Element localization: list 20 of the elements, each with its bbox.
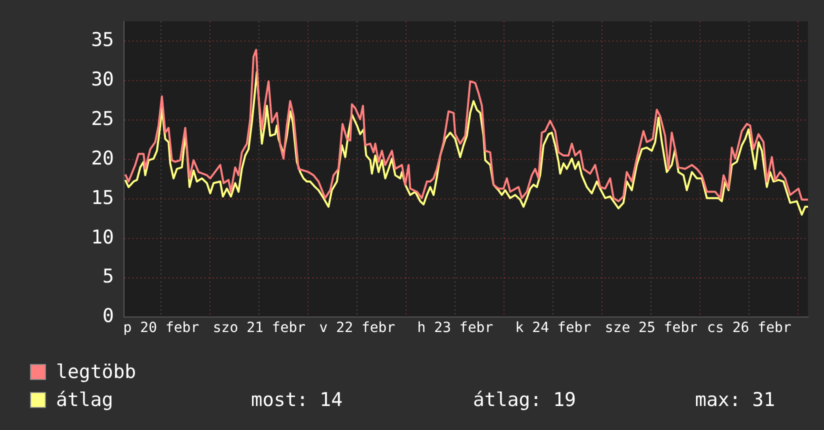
x-tick-label: p 20 febr bbox=[123, 320, 200, 336]
x-tick-label: v 22 febr bbox=[319, 320, 396, 336]
text: max: 31 bbox=[695, 388, 776, 413]
y-tick-label: 30 bbox=[91, 68, 114, 90]
text: átlag: 19 bbox=[473, 388, 577, 413]
y-tick-label: 0 bbox=[102, 305, 114, 328]
x-tick-label: h 23 febr bbox=[417, 320, 494, 336]
y-tick-label: 20 bbox=[91, 147, 114, 170]
y-tick-label: 15 bbox=[91, 186, 114, 209]
y-tick-label: 35 bbox=[91, 29, 114, 52]
y-tick-label: 5 bbox=[102, 266, 114, 288]
y-tick-label: 25 bbox=[91, 108, 114, 130]
y-tick-label: 10 bbox=[91, 226, 114, 248]
legend-label: legtöbb bbox=[56, 360, 138, 385]
x-tick-label: cs 26 febr bbox=[707, 320, 792, 336]
legend-label: átlag bbox=[56, 388, 114, 413]
text: most: 14 bbox=[251, 388, 344, 413]
x-tick-label: k 24 febr bbox=[515, 320, 592, 336]
x-tick-label: sze 25 febr bbox=[604, 320, 698, 336]
x-tick-label: szo 21 febr bbox=[212, 320, 306, 336]
